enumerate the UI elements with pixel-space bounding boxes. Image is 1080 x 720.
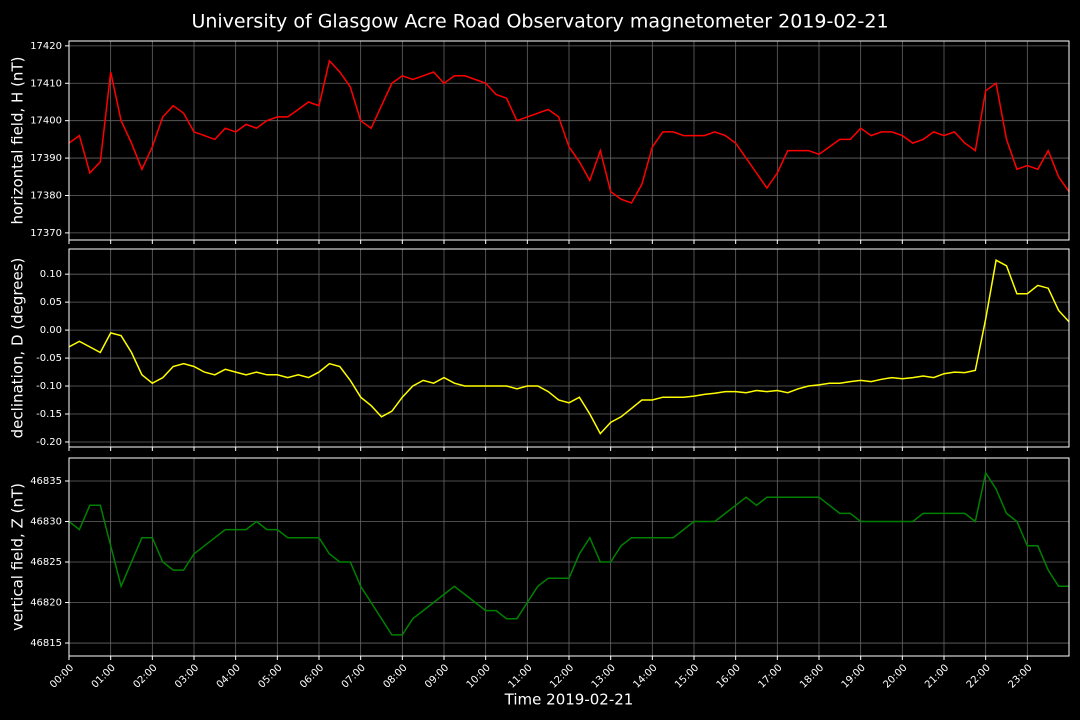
y-tick-label: 17410 <box>30 78 62 89</box>
y-tick-label: 46825 <box>30 557 62 568</box>
y-tick-label: 46815 <box>30 638 62 649</box>
y-tick-label: -0.20 <box>36 437 62 448</box>
y-axis-label: horizontal field, H (nT) <box>9 57 27 225</box>
y-tick-label: 0.10 <box>40 269 62 280</box>
y-tick-label: -0.05 <box>36 353 62 364</box>
y-tick-label: 17400 <box>30 116 62 127</box>
y-tick-label: 17370 <box>30 228 62 239</box>
y-axis-label: vertical field, Z (nT) <box>9 483 27 631</box>
y-axis-label: declination, D (degrees) <box>9 258 27 439</box>
y-tick-label: 17420 <box>30 41 62 52</box>
y-tick-label: 46830 <box>30 517 62 528</box>
data-line <box>68 259 1070 435</box>
y-tick-label: 0.05 <box>40 297 62 308</box>
y-tick-label: 46835 <box>30 476 62 487</box>
y-tick-label: 46820 <box>30 598 62 609</box>
axes-frame <box>68 40 1070 241</box>
y-tick-label: 17380 <box>30 190 62 201</box>
data-line <box>68 59 1070 204</box>
y-tick-label: 0.00 <box>40 325 62 336</box>
data-line <box>68 470 1069 636</box>
y-tick-label: -0.15 <box>36 409 62 420</box>
y-tick-label: -0.10 <box>36 381 62 392</box>
axes-frame <box>68 457 1070 657</box>
axes-frame <box>68 248 1070 448</box>
x-axis-label: Time 2019-02-21 <box>504 691 634 709</box>
y-tick-label: 17390 <box>30 153 62 164</box>
figure-title: University of Glasgow Acre Road Observat… <box>191 11 888 33</box>
